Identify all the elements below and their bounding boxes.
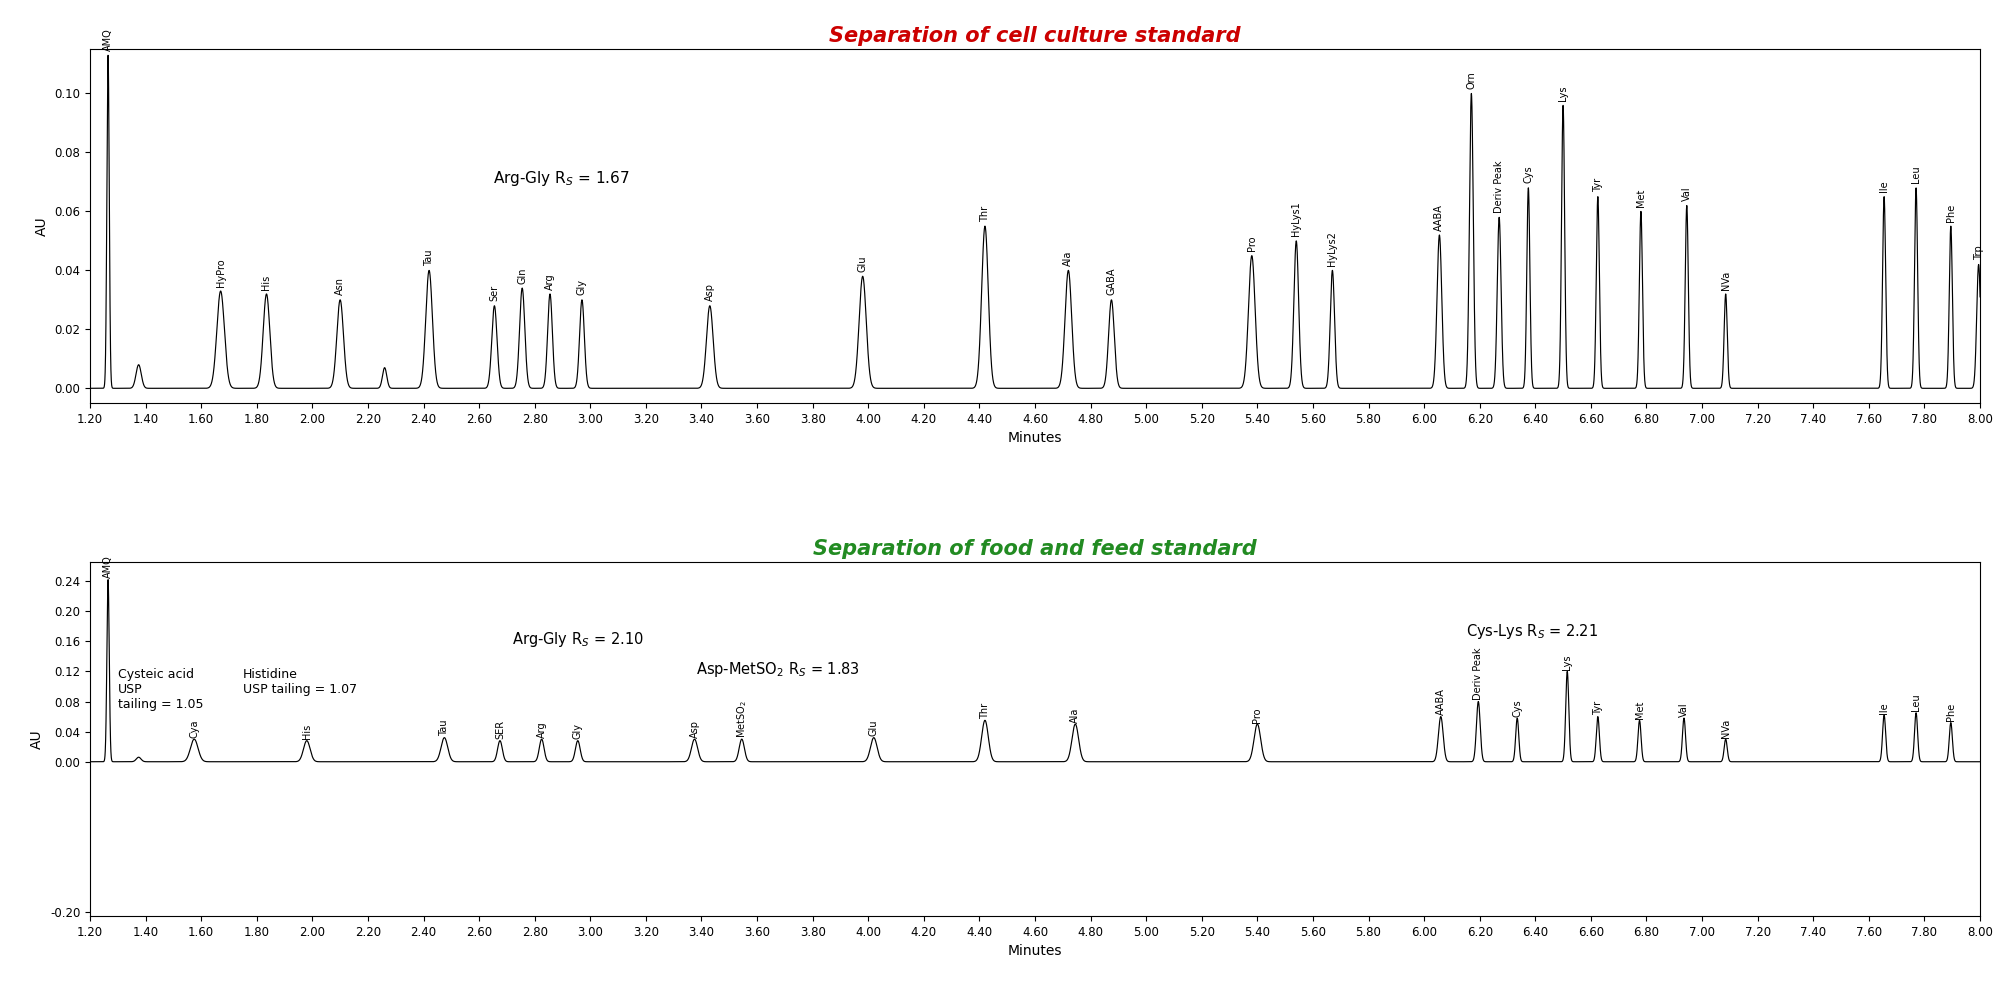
Text: SER: SER bbox=[494, 720, 504, 739]
Text: Gly: Gly bbox=[576, 280, 586, 295]
Text: Orn: Orn bbox=[1466, 71, 1476, 89]
Text: Met: Met bbox=[1636, 188, 1646, 207]
Text: Pro: Pro bbox=[1246, 235, 1256, 251]
Text: Arg-Gly R$_S$ = 2.10: Arg-Gly R$_S$ = 2.10 bbox=[512, 630, 644, 649]
Text: Ile: Ile bbox=[1880, 180, 1890, 192]
Text: Asn: Asn bbox=[336, 278, 346, 296]
Text: Tau: Tau bbox=[440, 720, 450, 736]
Text: Glu: Glu bbox=[858, 255, 868, 272]
Text: Val: Val bbox=[1682, 186, 1692, 201]
Text: Tyr: Tyr bbox=[1592, 701, 1602, 715]
Text: Cys: Cys bbox=[1524, 165, 1534, 183]
Text: Ala: Ala bbox=[1064, 250, 1074, 266]
Title: Separation of food and feed standard: Separation of food and feed standard bbox=[814, 540, 1256, 559]
Y-axis label: AU: AU bbox=[34, 217, 48, 236]
Text: Lys: Lys bbox=[1562, 654, 1572, 670]
Text: HyLys2: HyLys2 bbox=[1328, 231, 1338, 266]
Text: Tyr: Tyr bbox=[1592, 178, 1602, 192]
Text: Thr: Thr bbox=[980, 702, 990, 719]
Text: His: His bbox=[302, 724, 312, 739]
Text: Deriv Peak: Deriv Peak bbox=[1474, 647, 1484, 700]
Text: Trp: Trp bbox=[1974, 245, 1984, 260]
Text: AABA: AABA bbox=[1436, 689, 1446, 715]
Text: Histidine
USP tailing = 1.07: Histidine USP tailing = 1.07 bbox=[242, 668, 356, 695]
Y-axis label: AU: AU bbox=[30, 729, 44, 749]
Text: Asp: Asp bbox=[704, 284, 714, 301]
Text: HyLys1: HyLys1 bbox=[1292, 202, 1302, 236]
Text: Deriv Peak: Deriv Peak bbox=[1494, 161, 1504, 213]
Text: GABA: GABA bbox=[1106, 268, 1116, 296]
Text: Arg-Gly R$_S$ = 1.67: Arg-Gly R$_S$ = 1.67 bbox=[494, 168, 630, 188]
Text: Arg: Arg bbox=[544, 273, 554, 290]
Text: Cys: Cys bbox=[1512, 699, 1522, 716]
Text: Ser: Ser bbox=[490, 286, 500, 301]
Text: Thr: Thr bbox=[980, 206, 990, 222]
Text: Cys-Lys R$_S$ = 2.21: Cys-Lys R$_S$ = 2.21 bbox=[1466, 623, 1598, 641]
Text: Pro: Pro bbox=[1252, 707, 1262, 723]
Text: Phe: Phe bbox=[1946, 703, 1956, 721]
Text: Ile: Ile bbox=[1880, 702, 1890, 713]
Text: Phe: Phe bbox=[1946, 204, 1956, 222]
Text: HyPro: HyPro bbox=[216, 258, 226, 287]
Text: Gly: Gly bbox=[572, 723, 582, 739]
Text: Arg: Arg bbox=[536, 721, 546, 738]
Text: Leu: Leu bbox=[1912, 693, 1922, 711]
Title: Separation of cell culture standard: Separation of cell culture standard bbox=[830, 27, 1240, 46]
Text: Asp: Asp bbox=[690, 720, 700, 738]
Text: NVa: NVa bbox=[1720, 270, 1730, 290]
Text: Cya: Cya bbox=[190, 719, 200, 738]
Text: AMQ: AMQ bbox=[104, 556, 114, 578]
Text: Tau: Tau bbox=[424, 249, 434, 266]
Text: NVa: NVa bbox=[1720, 718, 1730, 738]
Text: AMQ: AMQ bbox=[104, 29, 114, 51]
Text: Leu: Leu bbox=[1912, 165, 1922, 183]
Text: Glu: Glu bbox=[868, 720, 878, 736]
Text: AABA: AABA bbox=[1434, 204, 1444, 230]
X-axis label: Minutes: Minutes bbox=[1008, 945, 1062, 958]
Text: Lys: Lys bbox=[1558, 86, 1568, 101]
Text: Val: Val bbox=[1678, 702, 1688, 716]
Text: Cysteic acid
USP
tailing = 1.05: Cysteic acid USP tailing = 1.05 bbox=[118, 668, 204, 710]
Text: Ala: Ala bbox=[1070, 707, 1080, 723]
Text: Gln: Gln bbox=[518, 267, 528, 284]
X-axis label: Minutes: Minutes bbox=[1008, 431, 1062, 445]
Text: His: His bbox=[262, 274, 272, 290]
Text: Met: Met bbox=[1634, 700, 1644, 719]
Text: Asp-MetSO$_2$ R$_S$ = 1.83: Asp-MetSO$_2$ R$_S$ = 1.83 bbox=[696, 660, 860, 679]
Text: MetSO$_2$: MetSO$_2$ bbox=[734, 700, 748, 738]
